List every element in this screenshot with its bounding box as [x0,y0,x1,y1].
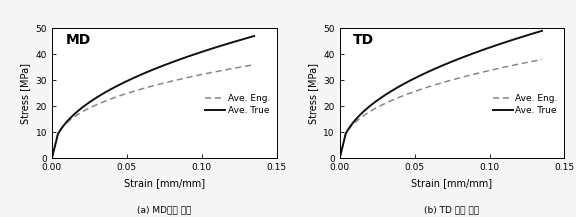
Line: Ave. True: Ave. True [340,31,542,158]
Ave. Eng. [176,78,183,81]
Ave. True [128,77,135,80]
Ave. True [114,84,121,87]
Ave. Eng. [128,90,135,93]
Text: (a) MD방향 시편: (a) MD방향 시편 [137,205,191,214]
Ave. True [251,35,257,37]
Ave. True [482,48,489,50]
Ave. Eng. [464,75,471,77]
Y-axis label: Stress [MPa]: Stress [MPa] [308,63,318,124]
Ave. Eng. [195,74,202,76]
Ave. True [464,54,471,57]
Text: TD: TD [353,33,374,48]
Ave. True [361,110,367,112]
Ave. True [48,157,55,160]
Ave. Eng. [402,94,409,96]
Ave. True [73,111,79,114]
Ave. Eng. [114,95,121,98]
Ave. Eng. [483,70,490,72]
Line: Ave. Eng.: Ave. Eng. [340,59,542,158]
Ave. True [483,47,490,50]
Line: Ave. True: Ave. True [52,36,254,158]
X-axis label: Strain [mm/mm]: Strain [mm/mm] [411,178,492,188]
Legend: Ave. Eng., Ave. True: Ave. Eng., Ave. True [493,94,558,115]
Ave. True [539,30,545,32]
X-axis label: Strain [mm/mm]: Strain [mm/mm] [124,178,205,188]
Ave. True [416,74,423,77]
Text: (b) TD 방향 시편: (b) TD 방향 시편 [425,205,480,214]
Legend: Ave. Eng., Ave. True: Ave. Eng., Ave. True [205,94,270,115]
Ave. Eng. [539,58,545,61]
Ave. True [195,52,202,54]
Ave. True [336,157,343,160]
Ave. Eng. [416,88,423,91]
Y-axis label: Stress [MPa]: Stress [MPa] [20,63,30,124]
Line: Ave. Eng.: Ave. Eng. [52,65,254,158]
Ave. True [195,51,202,54]
Ave. Eng. [195,74,202,77]
Ave. True [176,58,183,61]
Ave. Eng. [251,63,257,66]
Ave. Eng. [482,70,489,73]
Ave. True [402,82,409,84]
Ave. Eng. [361,114,367,117]
Ave. Eng. [48,157,55,160]
Ave. Eng. [336,157,343,160]
Text: MD: MD [65,33,90,48]
Ave. Eng. [73,114,79,117]
